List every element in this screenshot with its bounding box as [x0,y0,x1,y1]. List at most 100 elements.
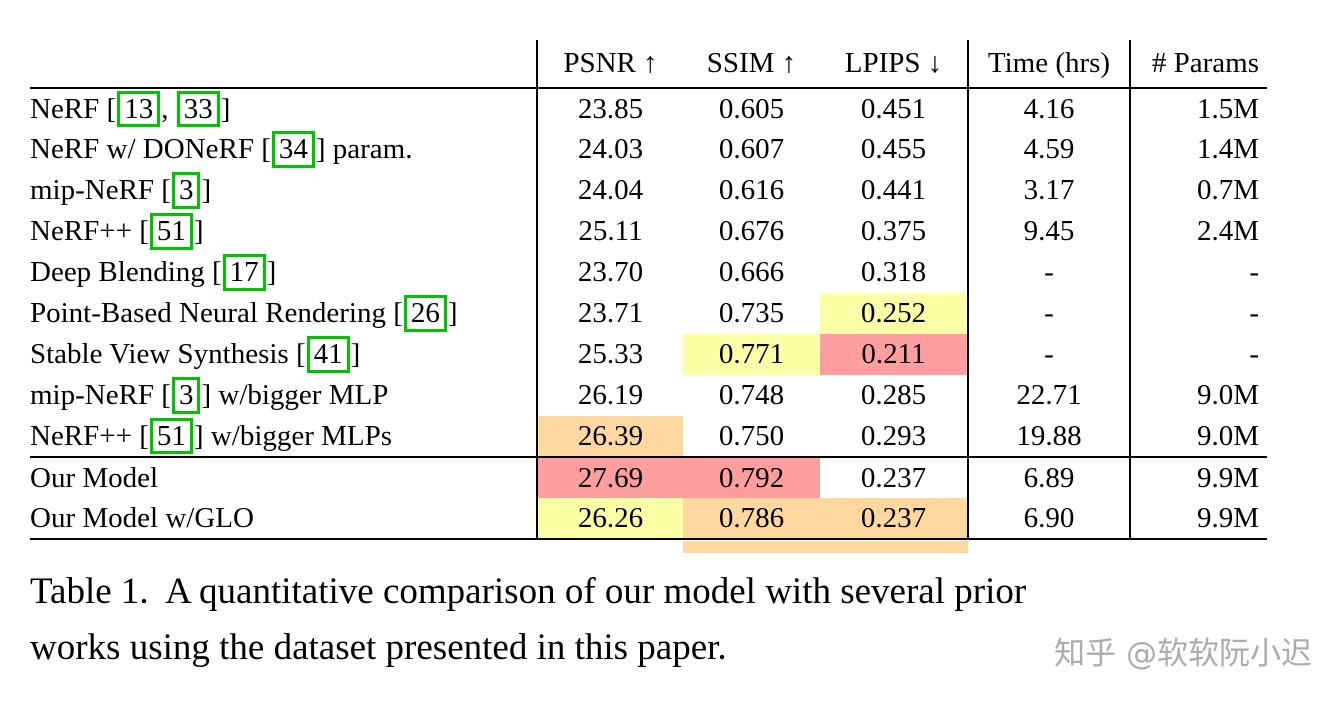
lpips-value: 0.285 [860,379,927,411]
params-value: 9.9M [1129,456,1267,498]
ssim-value: 0.666 [718,256,785,288]
time-value: 6.89 [967,456,1130,498]
label-text: Stable View Synthesis [ [30,338,306,371]
col-header-time: Time (hrs) [967,40,1130,89]
psnr-value: 24.04 [536,170,683,211]
table-row: mip-NeRF [3] 24.04 0.616 0.441 3.17 0.7M [30,170,1267,211]
table-row: Stable View Synthesis [41] 25.33 0.771 0.21… [30,334,1267,375]
col-header-lpips: LPIPS ↓ [820,40,968,89]
citation-link[interactable]: 33 [176,90,220,128]
time-value: - [967,252,1130,293]
row-label: Our Model [30,456,537,498]
time-value: - [967,293,1130,334]
col-header-ssim: SSIM ↑ [683,40,820,89]
label-text: , [161,92,176,125]
psnr-value: 25.11 [536,211,683,252]
params-value: 1.4M [1129,129,1267,170]
ssim-value: 0.748 [718,379,785,411]
row-label: NeRF w/ DONeRF [34] param. [30,129,537,170]
table-row: Our Model 27.69 0.792 0.237 6.89 9.9M [30,456,1267,498]
time-value: 9.45 [967,211,1130,252]
ssim-value: 0.616 [718,174,785,206]
table-row: NeRF++ [51] 25.11 0.676 0.375 9.45 2.4M [30,211,1267,252]
time-value: 4.59 [967,129,1130,170]
time-value: - [967,334,1130,375]
lpips-value: 0.441 [860,174,927,206]
psnr-value: 27.69 [536,456,683,498]
params-value: 9.9M [1129,498,1267,539]
highlight-overflow-artifact [683,541,968,553]
table-row: Deep Blending [17] 23.70 0.666 0.318- - [30,252,1267,293]
col-header-psnr: PSNR ↑ [536,40,683,89]
label-text: mip-NeRF [ [30,379,171,412]
table-header-row: PSNR ↑ SSIM ↑ LPIPS ↓ Time (hrs) # Param… [30,40,1267,89]
params-value: 1.5M [1129,88,1267,129]
row-label: mip-NeRF [3] [30,170,537,211]
lpips-value: 0.237 [820,498,968,539]
col-header-blank [30,40,537,89]
table-caption: Table 1. A quantitative comparison of ou… [30,564,1310,676]
table-row: Point-Based Neural Rendering [26] 23.71 0.… [30,293,1267,334]
citation-link[interactable]: 3 [171,172,201,209]
params-value: 9.0M [1129,375,1267,416]
label-text: ] w/bigger MLPs [193,419,393,452]
ssim-value: 0.735 [718,297,785,329]
ssim-value: 0.676 [718,215,785,247]
psnr-value: 23.85 [536,88,683,129]
label-text: ] param. [315,133,413,166]
table-row: NeRF w/ DONeRF [34] param. 24.03 0.607 0.45… [30,129,1267,170]
citation-link[interactable]: 51 [149,417,193,455]
citation-link[interactable]: 26 [403,295,447,332]
citation-link[interactable]: 41 [306,336,350,373]
ssim-value: 0.792 [683,456,820,498]
label-text: ] [266,256,277,289]
results-table: PSNR ↑ SSIM ↑ LPIPS ↓ Time (hrs) # Param… [30,40,1267,540]
label-text: NeRF++ [ [30,419,149,452]
time-value: 22.71 [967,375,1130,416]
label-text: Point-Based Neural Rendering [ [30,297,403,330]
lpips-value: 0.375 [860,215,927,247]
row-label: Deep Blending [17] [30,252,537,293]
params-value: 2.4M [1129,211,1267,252]
table-body: NeRF [13, 33] 23.85 0.605 0.451 4.16 1.5M NeRF… [30,88,1267,539]
params-value: - [1129,334,1267,375]
time-value: 3.17 [967,170,1130,211]
row-label: NeRF++ [51] w/bigger MLPs [30,416,537,457]
citation-link[interactable]: 3 [171,377,201,414]
lpips-value: 0.455 [860,133,927,165]
params-value: - [1129,293,1267,334]
citation-link[interactable]: 51 [149,213,193,250]
label-text: ] [447,297,458,330]
label-text: NeRF++ [ [30,215,149,248]
psnr-value: 23.71 [536,293,683,334]
table-row: NeRF [13, 33] 23.85 0.605 0.451 4.16 1.5M [30,88,1267,129]
label-text: mip-NeRF [ [30,174,171,207]
row-label: NeRF++ [51] [30,211,537,252]
psnr-value: 23.70 [536,252,683,293]
psnr-value: 24.03 [536,129,683,170]
row-label: mip-NeRF [3] w/bigger MLP [30,375,537,416]
ssim-value: 0.771 [683,334,820,375]
row-label: NeRF [13, 33] [30,88,537,129]
citation-link[interactable]: 17 [222,254,266,291]
table-row: Our Model w/GLO 26.26 0.786 0.237 6.90 9.9M [30,498,1267,539]
citation-link[interactable]: 34 [271,131,315,168]
citation-link[interactable]: 13 [117,90,161,128]
params-value: 0.7M [1129,170,1267,211]
label-text: ] [193,215,204,248]
ssim-value: 0.786 [683,498,820,539]
psnr-value: 26.19 [536,375,683,416]
ssim-value: 0.605 [718,92,785,125]
psnr-value: 26.39 [536,416,683,457]
row-label: Point-Based Neural Rendering [26] [30,293,537,334]
label-text: Deep Blending [ [30,256,222,289]
label-text: NeRF [ [30,92,117,125]
watermark: 知乎 @软软阮小迟 [1054,636,1312,672]
psnr-value: 25.33 [536,334,683,375]
psnr-value: 26.26 [536,498,683,539]
label-text: ] w/bigger MLP [201,379,389,412]
label-text: ] [201,174,212,207]
lpips-value: 0.318 [860,256,927,288]
table-row: mip-NeRF [3] w/bigger MLP 26.19 0.748 0.285… [30,375,1267,416]
